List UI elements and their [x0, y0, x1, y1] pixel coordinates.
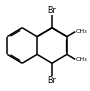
- Text: Br: Br: [48, 6, 56, 15]
- Text: Br: Br: [48, 76, 56, 85]
- Text: CH₃: CH₃: [76, 57, 87, 62]
- Text: CH₃: CH₃: [76, 29, 87, 34]
